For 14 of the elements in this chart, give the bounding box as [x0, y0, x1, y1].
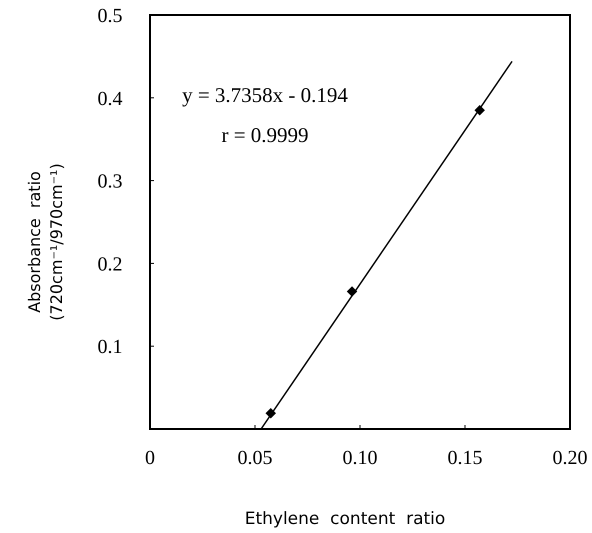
x-tick-label: 0.15	[448, 447, 482, 469]
x-axis-title: Ethylene content ratio	[244, 509, 446, 529]
x-tick-label: 0	[145, 447, 155, 469]
y-tick-label: 0.1	[98, 336, 122, 358]
x-tick-label: 0.05	[238, 447, 272, 469]
y-tick-label: 0.2	[98, 253, 122, 276]
y-tick-label: 0.4	[98, 88, 122, 110]
x-tick-label: 0.20	[552, 447, 588, 469]
x-tick-label: 0.10	[342, 447, 378, 469]
y-tick-label: 0.5	[98, 5, 122, 27]
annotation: y = 3.7358x - 0.194	[182, 83, 348, 107]
annotation: r = 0.9999	[221, 123, 309, 147]
y-tick-label: 0.3	[98, 170, 122, 193]
y-axis-title: Absorbance ratio (720cm⁻¹/970cm⁻¹)	[25, 163, 66, 321]
